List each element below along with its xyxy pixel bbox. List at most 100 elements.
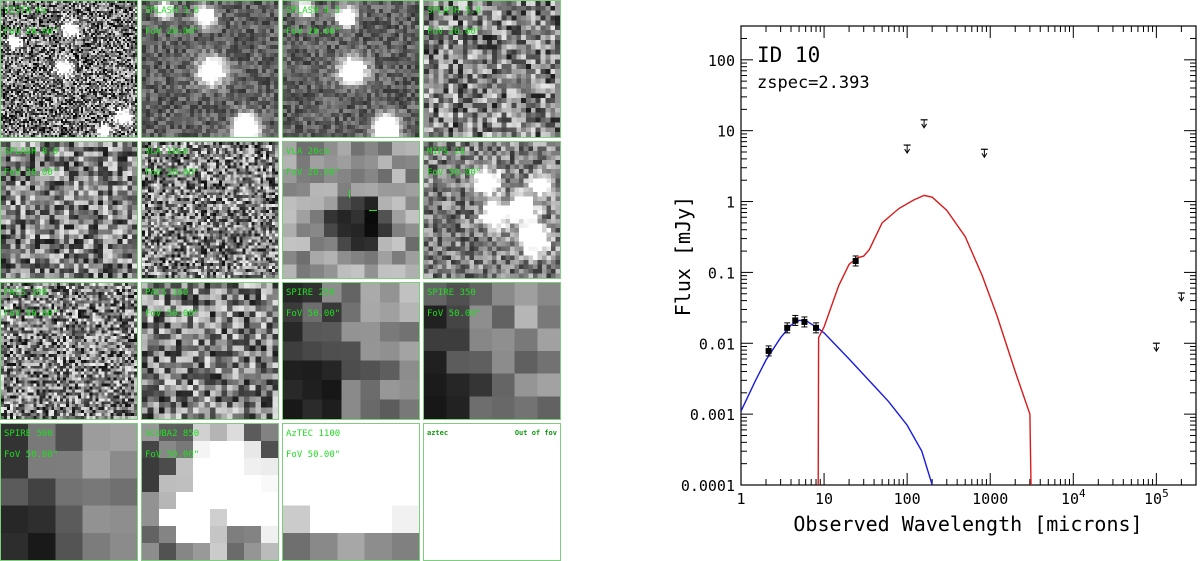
cutout-band-label: SPIRE 500	[4, 429, 53, 439]
cutout-image	[424, 142, 560, 278]
cutout-band-label: SPLASH 4.5	[286, 6, 341, 16]
cutout-fov-label: FoV 20.00"	[145, 27, 200, 37]
x-tick-label: 10	[815, 490, 833, 508]
detection-point	[801, 318, 808, 325]
chart-title: ID 10	[757, 43, 820, 67]
cutout-fov-label: FoV 50.00"	[4, 309, 59, 319]
y-tick-label: 0.01	[699, 335, 735, 353]
cutout-band-label: SCUBA2 850	[145, 429, 200, 439]
model-curve-stellar	[741, 319, 933, 485]
cutout-fov-label: FoV 20.00"	[4, 168, 59, 178]
x-tick-label: 1	[736, 490, 745, 508]
cutout-fov-label: FoV 50.00"	[286, 309, 341, 319]
detection-point	[852, 257, 859, 264]
model-curve-dust	[817, 194, 1032, 485]
cutout-band-label: PACS 160	[145, 288, 189, 298]
cutout-image	[283, 283, 419, 419]
axis-tick-labels: 1 10 100 1000 104 105 0.0001 0.001 0.01 0.1 1 10 100	[681, 52, 1169, 508]
cutout-image	[283, 142, 419, 278]
cutout-spire-500: SPIRE 500 FoV 50.00"	[0, 423, 138, 561]
cutout-band-label: PACS 100	[4, 288, 48, 298]
cutout-band-label: VISTA Ks	[4, 6, 48, 16]
cutout-image	[142, 142, 278, 278]
upper-limit-arrow	[904, 148, 911, 155]
cutout-mips-24: MIPS 24 FoV 50.00"	[423, 141, 561, 279]
x-axis-label: Observed Wavelength [microns]	[793, 512, 1142, 536]
source-crosshair-arm	[369, 210, 377, 211]
cutout-image	[1, 1, 137, 137]
cutout-band-label: SPLASH 5.8	[427, 6, 482, 16]
cutout-fov-label: FoV 50.00"	[427, 309, 482, 319]
cutout-fov-label: FoV 20.00"	[286, 168, 341, 178]
cutout-fov-label: FoV 50.00"	[145, 450, 200, 460]
out-of-fov-label: Out of fov	[514, 429, 557, 437]
x-tick-label: 105	[1144, 487, 1169, 508]
cutout-splash-5-8: SPLASH 5.8 FoV 20.00"	[423, 0, 561, 138]
data-points	[765, 119, 1185, 357]
source-crosshair	[349, 190, 350, 198]
detection-point	[765, 347, 772, 354]
cutout-fov-label: FoV 20.00"	[427, 27, 482, 37]
upper-limit-arrow	[981, 153, 988, 159]
cutout-image	[283, 424, 419, 560]
x-tick-label: 100	[894, 490, 921, 508]
cutout-image	[424, 1, 560, 137]
cutout-aztec-1100: AzTEC 1100 FoV 50.00"	[282, 423, 420, 561]
cutout-band-label: MIPS 24	[427, 147, 465, 157]
cutout-grid: VISTA Ks FoV 20.00" SPLASH 3.6 FoV 20.00" SP…	[0, 0, 564, 561]
cutout-spire-350: SPIRE 350 FoV 50.00"	[423, 282, 561, 420]
cutout-band-label: SPIRE 250	[286, 288, 335, 298]
cutout-aztec: aztec Out of fov	[423, 423, 561, 561]
cutout-image	[142, 1, 278, 137]
cutout-image	[283, 1, 419, 137]
cutout-band-label: VLA 20cm	[286, 147, 330, 157]
plot-frame	[740, 25, 1197, 486]
cutout-band-label: aztec	[427, 429, 449, 437]
cutout-band-label: AzTEC 1100	[286, 429, 341, 439]
y-tick-label: 0.0001	[681, 477, 735, 495]
cutout-fov-label: FoV 50.00"	[145, 309, 200, 319]
x-tick-label: 104	[1061, 487, 1086, 508]
cutout-splash-3-6: SPLASH 3.6 FoV 20.00"	[141, 0, 279, 138]
cutout-image	[424, 283, 560, 419]
sed-chart: 1 10 100 1000 104 105 0.0001 0.001 0.01 0.1 1 10 100…	[671, 25, 1197, 536]
chart-subtitle: zspec=2.393	[757, 73, 870, 93]
cutout-splash-8-0: SPLASH 8.0 FoV 20.00"	[0, 141, 138, 279]
cutout-band-label: SPLASH 8.0	[4, 147, 59, 157]
y-tick-label: 100	[708, 52, 735, 70]
cutout-fov-label: FoV 50.00"	[427, 168, 482, 178]
cutout-fov-label: FoV 20.00"	[4, 27, 59, 37]
cutout-image	[1, 424, 137, 560]
cutout-fov-label: FoV 20.00"	[145, 168, 200, 178]
detection-point	[792, 317, 799, 324]
y-tick-label: 10	[717, 123, 735, 141]
cutout-pacs-160: PACS 160 FoV 50.00"	[141, 282, 279, 420]
upper-limit-arrow	[1153, 346, 1160, 353]
cutout-scuba2-850: SCUBA2 850 FoV 50.00"	[141, 423, 279, 561]
detection-point	[813, 324, 820, 331]
y-axis-label: Flux [mJy]	[671, 196, 695, 316]
cutout-spire-250: SPIRE 250 FoV 50.00"	[282, 282, 420, 420]
cutout-vla-20cm: VLA 20cm FoV 20.00"	[282, 141, 420, 279]
cutout-vista-ks: VISTA Ks FoV 20.00"	[0, 0, 138, 138]
y-tick-label: 1	[726, 194, 735, 212]
cutout-fov-label: FoV 50.00"	[4, 450, 59, 460]
upper-limit-arrow	[921, 123, 928, 129]
y-tick-label: 0.001	[690, 406, 735, 424]
cutout-image	[1, 142, 137, 278]
cutout-band-label: VLA 10cm	[145, 147, 189, 157]
cutout-image	[142, 283, 278, 419]
cutout-image	[142, 424, 278, 560]
x-tick-label: 1000	[972, 490, 1008, 508]
cutout-pacs-100: PACS 100 FoV 50.00"	[0, 282, 138, 420]
axis-ticks	[740, 25, 1197, 486]
cutout-vla-10cm: VLA 10cm FoV 20.00"	[141, 141, 279, 279]
cutout-band-label: SPIRE 350	[427, 288, 476, 298]
y-tick-label: 0.1	[708, 264, 735, 282]
cutout-band-label: SPLASH 3.6	[145, 6, 200, 16]
model-curves	[741, 194, 1032, 485]
cutout-image	[1, 283, 137, 419]
upper-limit-arrow	[1178, 296, 1185, 302]
cutout-fov-label: FoV 20.00"	[286, 27, 341, 37]
cutout-splash-4-5: SPLASH 4.5 FoV 20.00"	[282, 0, 420, 138]
